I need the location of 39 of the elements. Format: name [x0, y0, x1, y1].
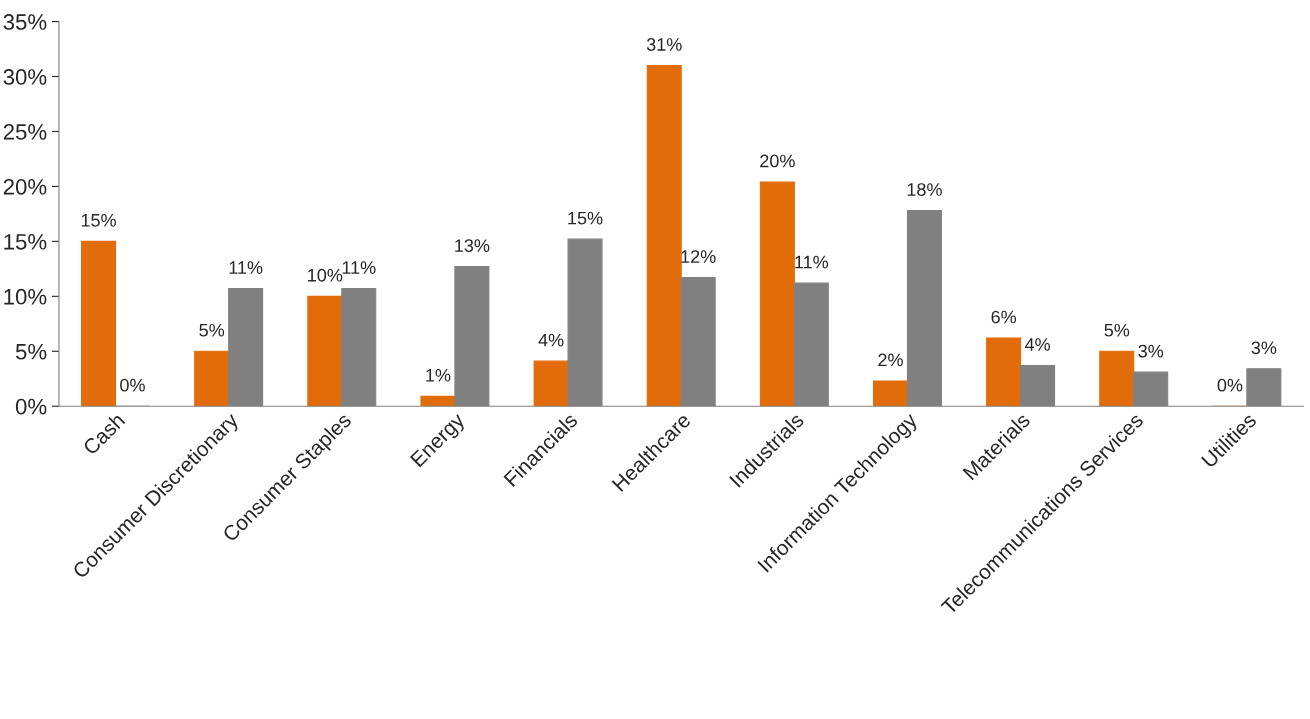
- bar: [194, 350, 230, 407]
- bar: [81, 240, 117, 407]
- data-label: 2%: [878, 353, 903, 367]
- data-label: 0%: [120, 378, 145, 392]
- data-label: 5%: [1104, 323, 1130, 337]
- y-tick-label: 35%: [3, 14, 47, 30]
- bar: [1099, 350, 1135, 407]
- data-label: 11%: [342, 261, 376, 274]
- bar: [872, 380, 909, 407]
- data-label: 4%: [538, 333, 564, 347]
- data-label: 15%: [568, 211, 603, 225]
- data-label: 6%: [991, 310, 1017, 324]
- bar: [533, 360, 569, 407]
- data-label: 10%: [308, 268, 343, 282]
- bar: [986, 337, 1022, 407]
- data-label: 11%: [229, 261, 263, 274]
- data-label: 4%: [1024, 338, 1050, 351]
- data-label: 20%: [760, 154, 795, 168]
- bar: [646, 64, 682, 407]
- data-label: 3%: [1251, 341, 1277, 355]
- bar: [420, 395, 456, 407]
- y-tick-label: 25%: [3, 124, 47, 140]
- data-label: 11%: [795, 255, 829, 269]
- bar: [307, 295, 343, 407]
- data-label: 1%: [426, 368, 451, 382]
- data-label: 15%: [81, 213, 116, 227]
- data-label: 13%: [455, 239, 490, 252]
- y-tick-label: 10%: [4, 288, 47, 305]
- y-tick-label: 20%: [3, 178, 47, 195]
- data-label: 31%: [646, 38, 682, 51]
- data-label: 0%: [1217, 378, 1243, 392]
- y-tick-label: 5%: [15, 343, 47, 360]
- data-label: 3%: [1138, 344, 1164, 358]
- bar: [759, 181, 795, 407]
- data-label: 18%: [907, 183, 942, 196]
- y-tick-label: 15%: [4, 234, 47, 250]
- y-tick-label: 30%: [3, 69, 47, 85]
- y-tick-label: 0%: [15, 398, 47, 415]
- data-label: 5%: [199, 323, 225, 337]
